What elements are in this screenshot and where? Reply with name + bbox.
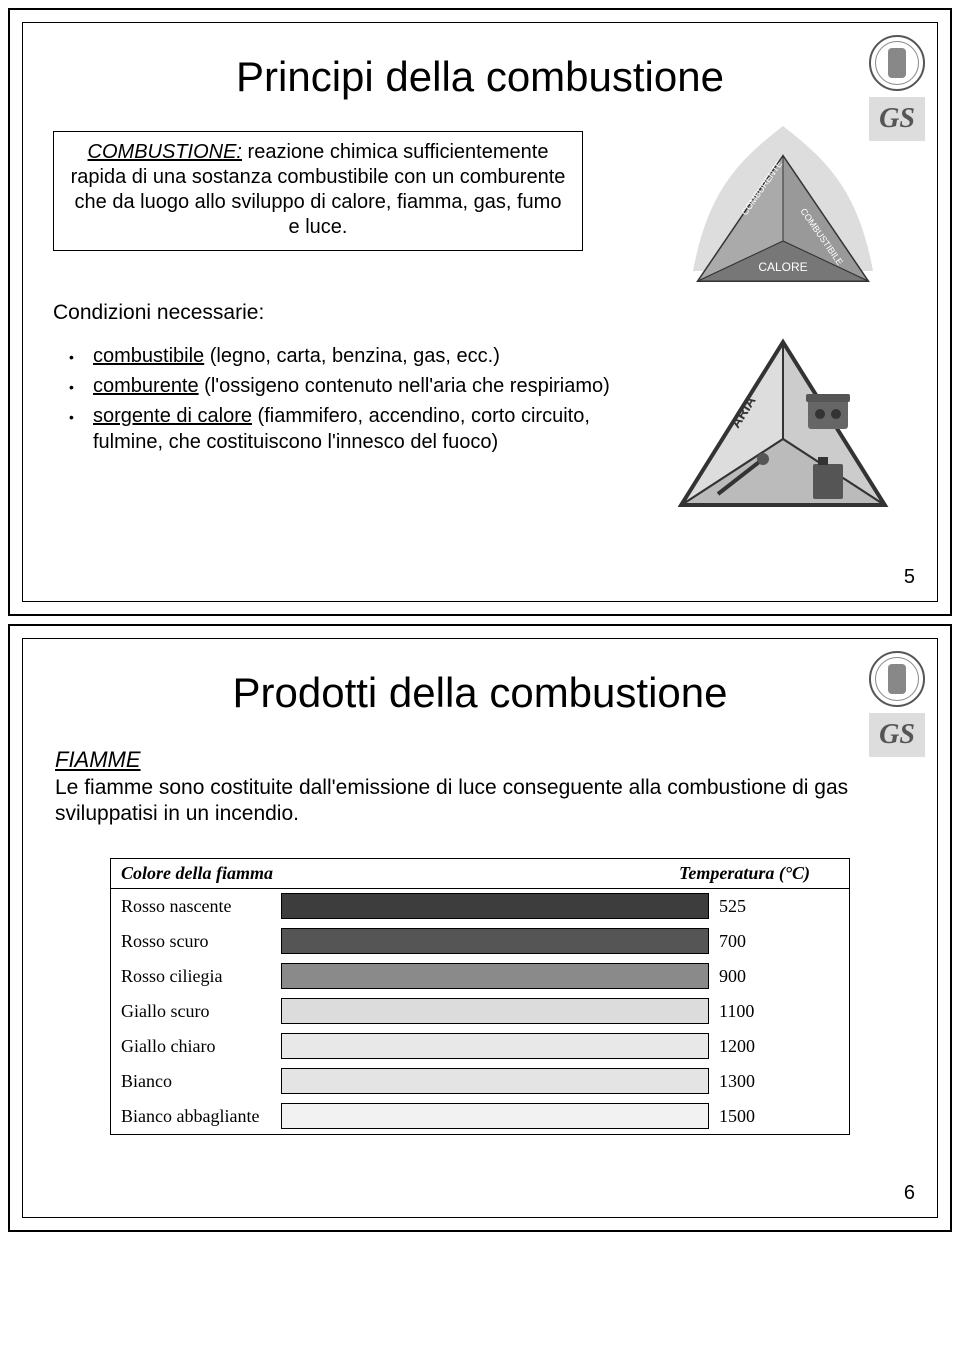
color-bar: [281, 963, 709, 989]
list-item: sorgente di calore (fiammifero, accendin…: [65, 403, 635, 455]
slide-1-left-column: COMBUSTIONE: reazione chimica sufficient…: [47, 131, 635, 529]
svg-text:CALORE: CALORE: [758, 260, 807, 274]
conditions-list: combustibile (legno, carta, benzina, gas…: [47, 343, 635, 455]
temperature-value: 1100: [709, 1001, 849, 1022]
slide-1-body: COMBUSTIONE: reazione chimica sufficient…: [47, 131, 913, 529]
definition-box: COMBUSTIONE: reazione chimica sufficient…: [53, 131, 583, 251]
color-bar-cell: [281, 1033, 709, 1059]
color-bar: [281, 928, 709, 954]
gs-logo-icon: GS: [869, 713, 925, 757]
flame-color-label: Rosso scuro: [111, 931, 281, 952]
fire-triangle-icon: COMBURENTE COMBUSTIBILE CALORE: [668, 121, 898, 321]
temperature-value: 700: [709, 931, 849, 952]
page-number: 6: [904, 1182, 915, 1205]
table-header: Colore della fiamma Temperatura (°C): [111, 859, 849, 889]
color-bar: [281, 1033, 709, 1059]
temperature-value: 1200: [709, 1036, 849, 1057]
bullet-rest: (l'ossigeno contenuto nell'aria che resp…: [199, 375, 610, 397]
fiamme-subheading: FIAMME: [55, 747, 913, 773]
slide-2: GS Prodotti della combustione FIAMME Le …: [8, 624, 952, 1232]
table-row: Giallo chiaro 1200: [111, 1029, 849, 1064]
flame-color-table: Colore della fiamma Temperatura (°C) Ros…: [110, 858, 850, 1135]
color-bar-cell: [281, 963, 709, 989]
definition-term: COMBUSTIONE:: [88, 141, 242, 163]
color-bar-cell: [281, 893, 709, 919]
list-item: comburente (l'ossigeno contenuto nell'ar…: [65, 373, 635, 399]
color-bar-cell: [281, 928, 709, 954]
table-row: Giallo scuro 1100: [111, 994, 849, 1029]
table-row: Rosso scuro 700: [111, 924, 849, 959]
temperature-value: 525: [709, 896, 849, 917]
bullet-term: sorgente di calore: [93, 405, 252, 427]
logo-stack: GS: [869, 651, 925, 757]
slide-1-inner: GS Principi della combustione COMBUSTION…: [22, 22, 938, 602]
flame-color-label: Bianco: [111, 1071, 281, 1092]
table-body: Rosso nascente 525 Rosso scuro 700 Rosso cil…: [111, 889, 849, 1134]
fire-triangle-example-icon: ARIA: [668, 329, 898, 529]
bullet-rest: (legno, carta, benzina, gas, ecc.): [204, 345, 500, 367]
temperature-value: 1500: [709, 1106, 849, 1127]
slide-2-title: Prodotti della combustione: [47, 669, 913, 717]
color-bar: [281, 1103, 709, 1129]
flame-color-label: Giallo chiaro: [111, 1036, 281, 1057]
table-row: Rosso nascente 525: [111, 889, 849, 924]
flame-color-label: Rosso nascente: [111, 896, 281, 917]
fiamme-description: Le fiamme sono costituite dall'emissione…: [55, 775, 913, 828]
color-bar: [281, 998, 709, 1024]
slide-1: GS Principi della combustione COMBUSTION…: [8, 8, 952, 616]
table-row: Bianco 1300: [111, 1064, 849, 1099]
slide-1-right-column: COMBURENTE COMBUSTIBILE CALORE ARIA: [653, 121, 913, 529]
temperature-value: 900: [709, 966, 849, 987]
slide-2-inner: GS Prodotti della combustione FIAMME Le …: [22, 638, 938, 1218]
flame-color-label: Bianco abbagliante: [111, 1106, 281, 1127]
color-bar-cell: [281, 998, 709, 1024]
table-row: Rosso ciliegia 900: [111, 959, 849, 994]
page-number: 5: [904, 566, 915, 589]
header-flame-color: Colore della fiamma: [111, 859, 669, 888]
conditions-heading: Condizioni necessarie:: [53, 301, 635, 325]
bullet-term: comburente: [93, 375, 199, 397]
university-seal-icon: [869, 651, 925, 707]
temperature-value: 1300: [709, 1071, 849, 1092]
bullet-term: combustibile: [93, 345, 204, 367]
university-seal-icon: [869, 35, 925, 91]
color-bar: [281, 893, 709, 919]
slide-1-title: Principi della combustione: [47, 53, 913, 101]
table-row: Bianco abbagliante 1500: [111, 1099, 849, 1134]
flame-color-label: Giallo scuro: [111, 1001, 281, 1022]
list-item: combustibile (legno, carta, benzina, gas…: [65, 343, 635, 369]
color-bar-cell: [281, 1068, 709, 1094]
color-bar: [281, 1068, 709, 1094]
color-bar-cell: [281, 1103, 709, 1129]
flame-color-label: Rosso ciliegia: [111, 966, 281, 987]
header-temperature: Temperatura (°C): [669, 859, 849, 888]
